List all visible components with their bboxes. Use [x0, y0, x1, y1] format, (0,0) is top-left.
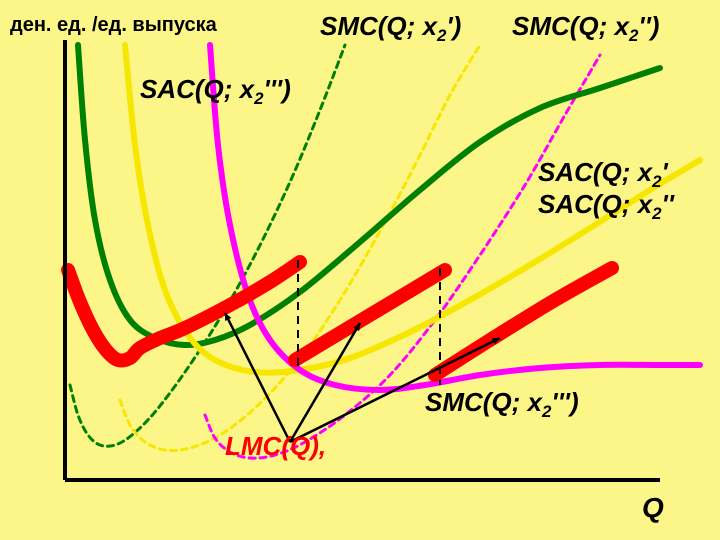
- chart-stage: ден. ед. /ед. выпуска Q SMC(Q; x2') SMC(…: [0, 0, 720, 540]
- label-sac3: SAC(Q; x2'''): [140, 75, 291, 109]
- y-axis-label: ден. ед. /ед. выпуска: [10, 14, 217, 37]
- x-axis-label: Q: [642, 492, 664, 524]
- label-smc2: SMC(Q; x2''): [512, 12, 659, 46]
- label-smc1: SMC(Q; x2'): [320, 12, 461, 46]
- label-sac2: SAC(Q; x2'': [538, 190, 674, 224]
- label-sac1: SAC(Q; x2': [538, 158, 668, 192]
- chart-svg: [0, 0, 720, 540]
- label-lmc: LMC(Q),: [225, 432, 326, 462]
- label-smc3: SMC(Q; x2'''): [425, 388, 579, 422]
